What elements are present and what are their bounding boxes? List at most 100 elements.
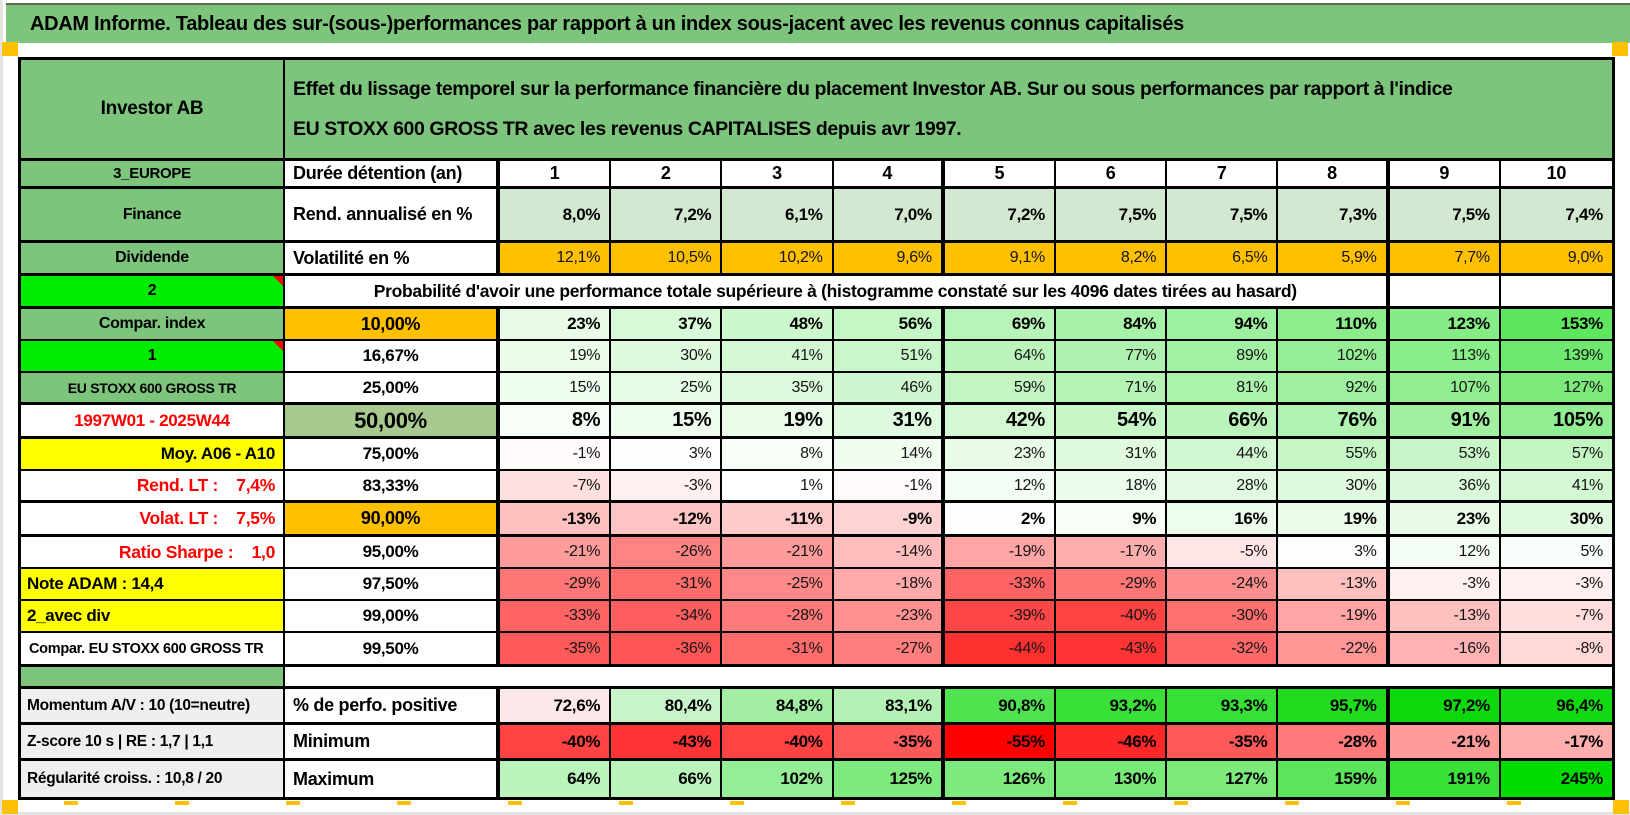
row-label[interactable]: Z-score 10 s | RE : 1,7 | 1,1 — [21, 725, 285, 761]
data-cell[interactable]: 72,6% — [500, 689, 612, 725]
data-cell[interactable]: 41% — [722, 341, 834, 373]
data-cell[interactable]: 125% — [833, 761, 945, 797]
column-header[interactable]: 8 — [1278, 161, 1390, 189]
data-cell[interactable]: 28% — [1167, 471, 1279, 503]
data-cell[interactable]: -26% — [611, 537, 723, 569]
data-cell[interactable]: -43% — [611, 725, 723, 761]
data-cell[interactable]: 66% — [1167, 405, 1279, 439]
data-cell[interactable]: 31% — [833, 405, 945, 439]
data-cell[interactable]: -31% — [722, 633, 834, 667]
data-cell[interactable]: 7,3% — [1278, 189, 1390, 243]
data-cell[interactable]: 83,1% — [833, 689, 945, 725]
data-cell[interactable]: 10,2% — [722, 243, 834, 276]
data-cell[interactable]: -36% — [611, 633, 723, 667]
row-label[interactable]: 2_avec div — [21, 601, 285, 633]
data-cell[interactable]: 123% — [1389, 309, 1501, 341]
data-cell[interactable]: 19% — [722, 405, 834, 439]
threshold-cell[interactable]: 50,00% — [285, 405, 500, 439]
data-cell[interactable]: 9,6% — [833, 243, 945, 276]
data-cell[interactable]: 71% — [1055, 373, 1168, 405]
data-cell[interactable]: -35% — [500, 633, 612, 667]
data-cell[interactable]: 15% — [611, 405, 723, 439]
data-cell[interactable]: 7,2% — [611, 189, 723, 243]
data-cell[interactable]: 107% — [1389, 373, 1501, 405]
data-cell[interactable]: 7,2% — [944, 189, 1056, 243]
data-cell[interactable]: -14% — [833, 537, 945, 569]
data-cell[interactable]: -17% — [1500, 725, 1612, 761]
data-cell[interactable]: 9,0% — [1500, 243, 1612, 276]
row-label[interactable]: 1 — [21, 341, 285, 373]
threshold-cell[interactable]: 97,50% — [285, 569, 500, 601]
data-cell[interactable]: 19% — [1278, 503, 1390, 537]
data-cell[interactable]: -13% — [1278, 569, 1390, 601]
data-cell[interactable]: 102% — [722, 761, 834, 797]
data-cell[interactable]: -13% — [1389, 601, 1501, 633]
threshold-cell[interactable]: 90,00% — [285, 503, 500, 537]
data-cell[interactable]: 30% — [611, 341, 723, 373]
data-cell[interactable]: -23% — [833, 601, 945, 633]
row-label[interactable]: Compar. EU STOXX 600 GROSS TR — [21, 633, 285, 667]
data-cell[interactable]: 6,5% — [1167, 243, 1279, 276]
data-cell[interactable]: 3% — [611, 439, 723, 471]
data-cell[interactable]: 245% — [1500, 761, 1612, 797]
data-cell[interactable]: 12,1% — [500, 243, 612, 276]
probability-banner-cell[interactable]: Probabilité d'avoir une performance tota… — [285, 276, 1390, 309]
row-label[interactable]: Compar. index — [21, 309, 285, 341]
data-cell[interactable]: 14% — [833, 439, 945, 471]
data-cell[interactable]: 51% — [833, 341, 945, 373]
data-cell[interactable]: 7,5% — [1389, 189, 1501, 243]
column-header[interactable]: 7 — [1167, 161, 1279, 189]
data-cell[interactable]: 81% — [1167, 373, 1279, 405]
data-cell[interactable]: 6,1% — [722, 189, 834, 243]
data-cell[interactable]: 53% — [1389, 439, 1501, 471]
data-cell[interactable]: 159% — [1278, 761, 1390, 797]
row-label[interactable]: Note ADAM : 14,4 — [21, 569, 285, 601]
data-cell[interactable]: 48% — [722, 309, 834, 341]
description-cell[interactable]: Effet du lissage temporel sur la perform… — [285, 60, 1612, 161]
data-cell[interactable]: 69% — [944, 309, 1056, 341]
data-cell[interactable]: 127% — [1167, 761, 1279, 797]
data-cell[interactable]: -18% — [833, 569, 945, 601]
data-cell[interactable]: 35% — [722, 373, 834, 405]
data-cell[interactable]: -3% — [1500, 569, 1612, 601]
data-cell[interactable]: 8,2% — [1055, 243, 1168, 276]
data-cell[interactable]: 42% — [944, 405, 1056, 439]
corner-label-cell[interactable]: 3_EUROPE — [21, 161, 285, 189]
data-cell[interactable]: 12% — [1389, 537, 1501, 569]
data-cell[interactable]: 56% — [833, 309, 945, 341]
data-cell[interactable]: 84,8% — [722, 689, 834, 725]
data-cell[interactable]: -35% — [1167, 725, 1279, 761]
column-header[interactable]: 6 — [1055, 161, 1168, 189]
data-cell[interactable]: 12% — [944, 471, 1056, 503]
data-cell[interactable]: -5% — [1167, 537, 1279, 569]
data-cell[interactable]: -39% — [944, 601, 1056, 633]
data-cell[interactable]: -1% — [833, 471, 945, 503]
row-label[interactable]: Momentum A/V : 10 (10=neutre) — [21, 689, 285, 725]
data-cell[interactable]: 84% — [1055, 309, 1168, 341]
data-cell[interactable]: 9% — [1055, 503, 1168, 537]
empty-cell[interactable] — [1500, 276, 1612, 309]
data-cell[interactable]: 25% — [611, 373, 723, 405]
data-cell[interactable]: -40% — [500, 725, 612, 761]
row-label[interactable]: 1997W01 - 2025W44 — [21, 405, 285, 439]
data-cell[interactable]: 16% — [1167, 503, 1279, 537]
data-cell[interactable]: -31% — [611, 569, 723, 601]
data-cell[interactable]: -9% — [833, 503, 945, 537]
data-cell[interactable]: 7,7% — [1389, 243, 1501, 276]
data-cell[interactable]: 36% — [1389, 471, 1501, 503]
column-header[interactable]: 3 — [722, 161, 834, 189]
investor-name-cell[interactable]: Investor AB — [21, 60, 285, 161]
data-cell[interactable]: 30% — [1500, 503, 1612, 537]
data-cell[interactable]: -34% — [611, 601, 723, 633]
data-cell[interactable]: -32% — [1167, 633, 1279, 667]
row-label[interactable]: Rend. LT : 7,4% — [21, 471, 285, 503]
data-cell[interactable]: -22% — [1278, 633, 1390, 667]
threshold-cell[interactable]: 99,50% — [285, 633, 500, 667]
data-cell[interactable]: 130% — [1055, 761, 1168, 797]
data-cell[interactable]: 5% — [1500, 537, 1612, 569]
threshold-cell[interactable]: 83,33% — [285, 471, 500, 503]
data-cell[interactable]: 59% — [944, 373, 1056, 405]
data-cell[interactable]: 10,5% — [611, 243, 723, 276]
data-cell[interactable]: 57% — [1500, 439, 1612, 471]
data-cell[interactable]: 7,4% — [1500, 189, 1612, 243]
